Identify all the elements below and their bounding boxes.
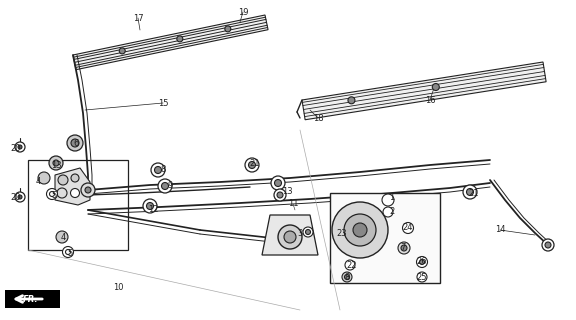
Circle shape xyxy=(146,203,153,210)
Text: 24: 24 xyxy=(403,223,413,233)
Circle shape xyxy=(416,257,427,268)
Circle shape xyxy=(143,199,157,213)
Text: 19: 19 xyxy=(238,7,248,17)
Circle shape xyxy=(245,158,259,172)
Text: 21: 21 xyxy=(250,158,260,167)
Circle shape xyxy=(305,229,310,235)
Circle shape xyxy=(383,207,393,217)
Text: 13: 13 xyxy=(282,187,292,196)
Circle shape xyxy=(277,192,283,198)
Polygon shape xyxy=(73,15,268,70)
Text: 4: 4 xyxy=(35,177,41,186)
Circle shape xyxy=(161,182,169,189)
Text: 3: 3 xyxy=(297,229,302,238)
Text: 20: 20 xyxy=(11,143,21,153)
Text: FR.: FR. xyxy=(22,294,38,303)
Circle shape xyxy=(70,188,79,197)
Circle shape xyxy=(225,26,231,32)
Circle shape xyxy=(66,250,70,254)
Circle shape xyxy=(85,187,91,193)
Circle shape xyxy=(284,231,296,243)
Circle shape xyxy=(303,227,313,237)
Circle shape xyxy=(47,188,58,199)
Circle shape xyxy=(57,188,67,198)
Polygon shape xyxy=(55,168,90,205)
Text: 1: 1 xyxy=(389,194,395,203)
Circle shape xyxy=(467,188,473,196)
Circle shape xyxy=(542,239,554,251)
Circle shape xyxy=(332,202,388,258)
Circle shape xyxy=(382,194,394,206)
Circle shape xyxy=(81,183,95,197)
Bar xyxy=(330,193,440,283)
Circle shape xyxy=(151,163,165,177)
Circle shape xyxy=(71,139,79,147)
Text: 17: 17 xyxy=(132,13,143,22)
Text: 21: 21 xyxy=(469,189,479,198)
Text: 23: 23 xyxy=(337,228,347,237)
Text: 16: 16 xyxy=(425,95,435,105)
Circle shape xyxy=(344,275,350,279)
Text: 18: 18 xyxy=(313,114,323,123)
Circle shape xyxy=(50,191,55,196)
Circle shape xyxy=(353,223,367,237)
Circle shape xyxy=(158,179,172,193)
Text: 15: 15 xyxy=(158,99,168,108)
Circle shape xyxy=(345,260,355,270)
Circle shape xyxy=(177,36,183,42)
Text: 14: 14 xyxy=(495,226,505,235)
Polygon shape xyxy=(5,290,60,308)
Circle shape xyxy=(53,160,59,166)
Circle shape xyxy=(419,260,425,265)
Text: 25: 25 xyxy=(417,273,427,282)
Circle shape xyxy=(403,222,414,234)
Circle shape xyxy=(278,225,302,249)
Circle shape xyxy=(18,195,22,199)
Text: 8: 8 xyxy=(160,164,166,173)
Text: 7: 7 xyxy=(400,244,406,252)
Text: 26: 26 xyxy=(416,258,427,267)
Circle shape xyxy=(398,242,410,254)
Circle shape xyxy=(344,214,376,246)
Circle shape xyxy=(49,156,63,170)
Circle shape xyxy=(18,145,22,149)
Circle shape xyxy=(119,48,125,54)
Circle shape xyxy=(154,166,161,173)
Circle shape xyxy=(342,272,352,282)
Text: 12: 12 xyxy=(148,204,158,213)
Text: 9: 9 xyxy=(168,180,173,189)
Circle shape xyxy=(67,135,83,151)
Circle shape xyxy=(417,272,427,282)
Circle shape xyxy=(71,174,79,182)
Circle shape xyxy=(271,176,285,190)
Text: 5: 5 xyxy=(67,249,73,258)
Text: 2: 2 xyxy=(389,206,395,215)
Circle shape xyxy=(401,245,407,251)
Circle shape xyxy=(15,192,25,202)
Text: 5: 5 xyxy=(51,190,56,199)
Text: 13: 13 xyxy=(51,161,61,170)
Polygon shape xyxy=(262,215,318,255)
Circle shape xyxy=(248,162,256,169)
Circle shape xyxy=(545,242,551,248)
Circle shape xyxy=(15,142,25,152)
Circle shape xyxy=(275,180,282,187)
Text: 8: 8 xyxy=(344,273,350,282)
Text: 11: 11 xyxy=(288,199,298,209)
Text: 22: 22 xyxy=(347,260,357,269)
Circle shape xyxy=(433,84,439,91)
Circle shape xyxy=(274,189,286,201)
Text: 10: 10 xyxy=(113,284,123,292)
Circle shape xyxy=(58,175,68,185)
Circle shape xyxy=(463,185,477,199)
Text: 20: 20 xyxy=(11,193,21,202)
Bar xyxy=(28,160,128,250)
Circle shape xyxy=(63,246,74,258)
Circle shape xyxy=(348,97,355,104)
Polygon shape xyxy=(302,62,546,120)
Circle shape xyxy=(56,231,68,243)
Text: 6: 6 xyxy=(73,139,79,148)
Text: 4: 4 xyxy=(60,233,66,242)
Circle shape xyxy=(38,172,50,184)
